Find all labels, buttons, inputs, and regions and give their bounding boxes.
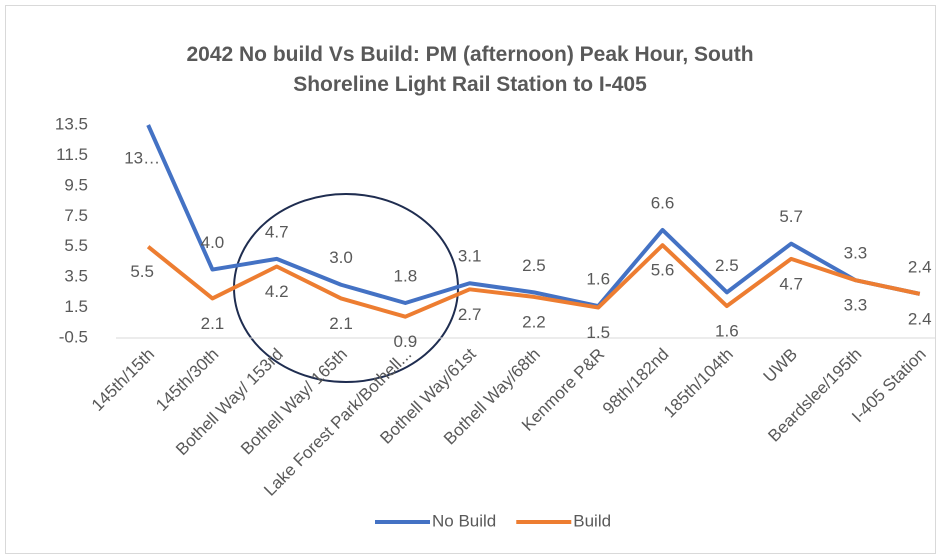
data-label: 2.7 <box>458 305 482 324</box>
y-tick-label: 7.5 <box>64 206 88 225</box>
data-label: 2.2 <box>522 312 546 331</box>
data-label: 1.6 <box>715 322 739 341</box>
chart-border <box>5 5 936 554</box>
data-label: 2.4 <box>908 257 932 276</box>
y-tick-label: 5.5 <box>64 236 88 255</box>
data-label: 3.1 <box>458 247 482 266</box>
data-label: 2.1 <box>201 314 225 333</box>
y-tick-label: 1.5 <box>64 297 88 316</box>
y-tick-label: 9.5 <box>64 175 88 194</box>
data-label: 3.0 <box>329 248 353 267</box>
data-label: 1.6 <box>586 270 610 289</box>
data-label: 4.7 <box>265 222 289 241</box>
data-label: 2.1 <box>329 314 353 333</box>
data-label: 13… <box>124 148 160 167</box>
data-label: 4.2 <box>265 282 289 301</box>
data-label: 5.6 <box>651 261 675 280</box>
y-tick-label: -0.5 <box>59 327 88 346</box>
data-label: 5.5 <box>130 262 154 281</box>
chart-title: 2042 No build Vs Build: PM (afternoon) P… <box>186 43 754 96</box>
data-label: 3.3 <box>844 244 868 263</box>
line-series <box>146 243 921 319</box>
data-label: 1.5 <box>586 323 610 342</box>
legend-label: No Build <box>432 511 496 530</box>
legend-label: Build <box>573 511 611 530</box>
data-label: 2.5 <box>522 256 546 275</box>
data-label: 1.8 <box>394 266 418 285</box>
data-label: 5.7 <box>779 207 803 226</box>
data-label: 2.5 <box>715 256 739 275</box>
data-label: 0.9 <box>394 332 418 351</box>
line-series <box>146 124 921 309</box>
data-label: 6.6 <box>651 193 675 212</box>
y-tick-label: 13.5 <box>55 114 88 133</box>
y-tick-label: 3.5 <box>64 267 88 286</box>
data-label: 4.7 <box>779 274 803 293</box>
data-label: 2.4 <box>908 309 932 328</box>
data-label: 4.0 <box>201 233 225 252</box>
y-tick-label: 11.5 <box>56 145 88 164</box>
data-label: 3.3 <box>844 296 868 315</box>
